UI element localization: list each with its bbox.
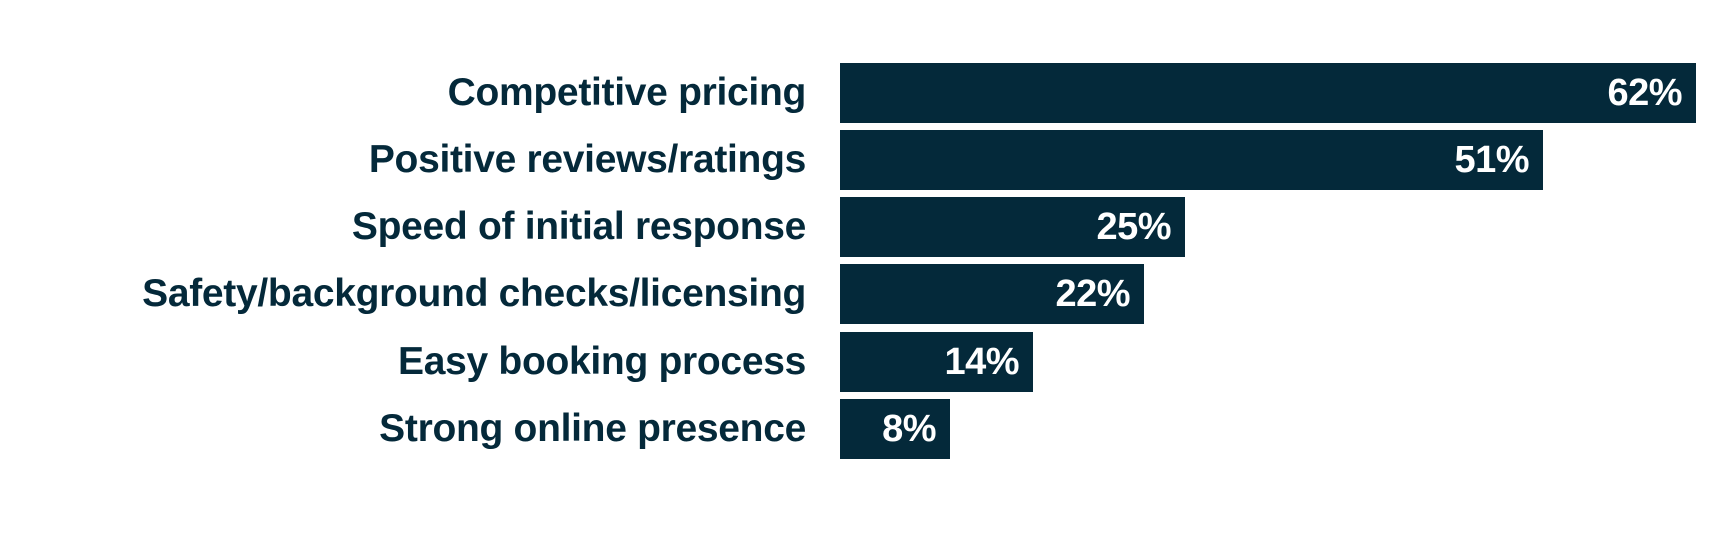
value-label: 62% xyxy=(1607,72,1682,114)
value-label: 25% xyxy=(1096,206,1171,248)
category-label: Easy booking process xyxy=(398,340,806,383)
bar: 22% xyxy=(840,264,1144,324)
bar-row: Easy booking process 14% xyxy=(0,332,1724,392)
category-label: Safety/background checks/licensing xyxy=(142,272,806,315)
bar: 51% xyxy=(840,130,1543,190)
category-label: Positive reviews/ratings xyxy=(368,138,806,181)
category-label: Speed of initial response xyxy=(351,205,806,248)
category-label: Competitive pricing xyxy=(447,71,807,114)
bar: 25% xyxy=(840,197,1185,257)
value-label: 8% xyxy=(882,408,936,450)
bar-row: Positive reviews/ratings 51% xyxy=(0,130,1724,190)
bar: 14% xyxy=(840,332,1033,392)
bar-row: Speed of initial response 25% xyxy=(0,197,1724,257)
bar: 62% xyxy=(840,63,1696,123)
bar-row: Competitive pricing 62% xyxy=(0,63,1724,123)
bar-row: Safety/background checks/licensing 22% xyxy=(0,264,1724,324)
value-label: 14% xyxy=(944,341,1019,383)
bar: 8% xyxy=(840,399,950,459)
category-label: Strong online presence xyxy=(379,407,806,450)
value-label: 51% xyxy=(1454,139,1529,181)
value-label: 22% xyxy=(1055,273,1130,315)
bar-row: Strong online presence 8% xyxy=(0,399,1724,459)
